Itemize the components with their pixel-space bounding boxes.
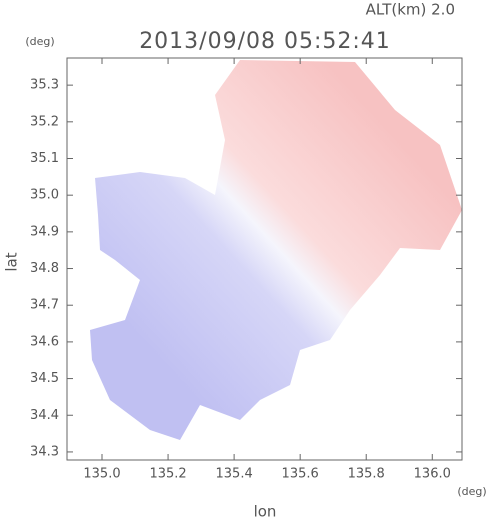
x-tick-label: 135.6 (282, 467, 319, 482)
y-tick-label: 34.7 (30, 298, 59, 313)
y-tick-label: 34.3 (30, 444, 59, 459)
x-unit: (deg) (457, 485, 486, 498)
y-tick-label: 35.2 (30, 114, 59, 129)
y-tick-label: 35.1 (30, 151, 59, 166)
velocity-field (90, 60, 462, 440)
y-unit: (deg) (25, 35, 54, 48)
y-tick-label: 34.8 (30, 261, 59, 276)
y-axis-label: lat (3, 252, 21, 271)
x-axis-label: lon (254, 503, 277, 521)
x-tick-label: 135.8 (348, 467, 385, 482)
x-tick-label: 136.0 (414, 467, 451, 482)
x-tick-label: 135.2 (149, 467, 186, 482)
y-tick-label: 35.0 (30, 188, 59, 203)
y-tick-label: 34.4 (30, 408, 59, 423)
chart-title: 2013/09/08 05:52:41 (139, 29, 391, 54)
y-tick-label: 34.5 (30, 371, 59, 386)
x-tick-label: 135.0 (83, 467, 120, 482)
y-tick-label: 34.9 (30, 224, 59, 239)
y-tick-label: 35.3 (30, 78, 59, 93)
altitude-label: ALT(km) 2.0 (366, 1, 455, 19)
x-tick-label: 135.4 (216, 467, 253, 482)
plot-frame (66, 57, 463, 461)
y-tick-label: 34.6 (30, 334, 59, 349)
